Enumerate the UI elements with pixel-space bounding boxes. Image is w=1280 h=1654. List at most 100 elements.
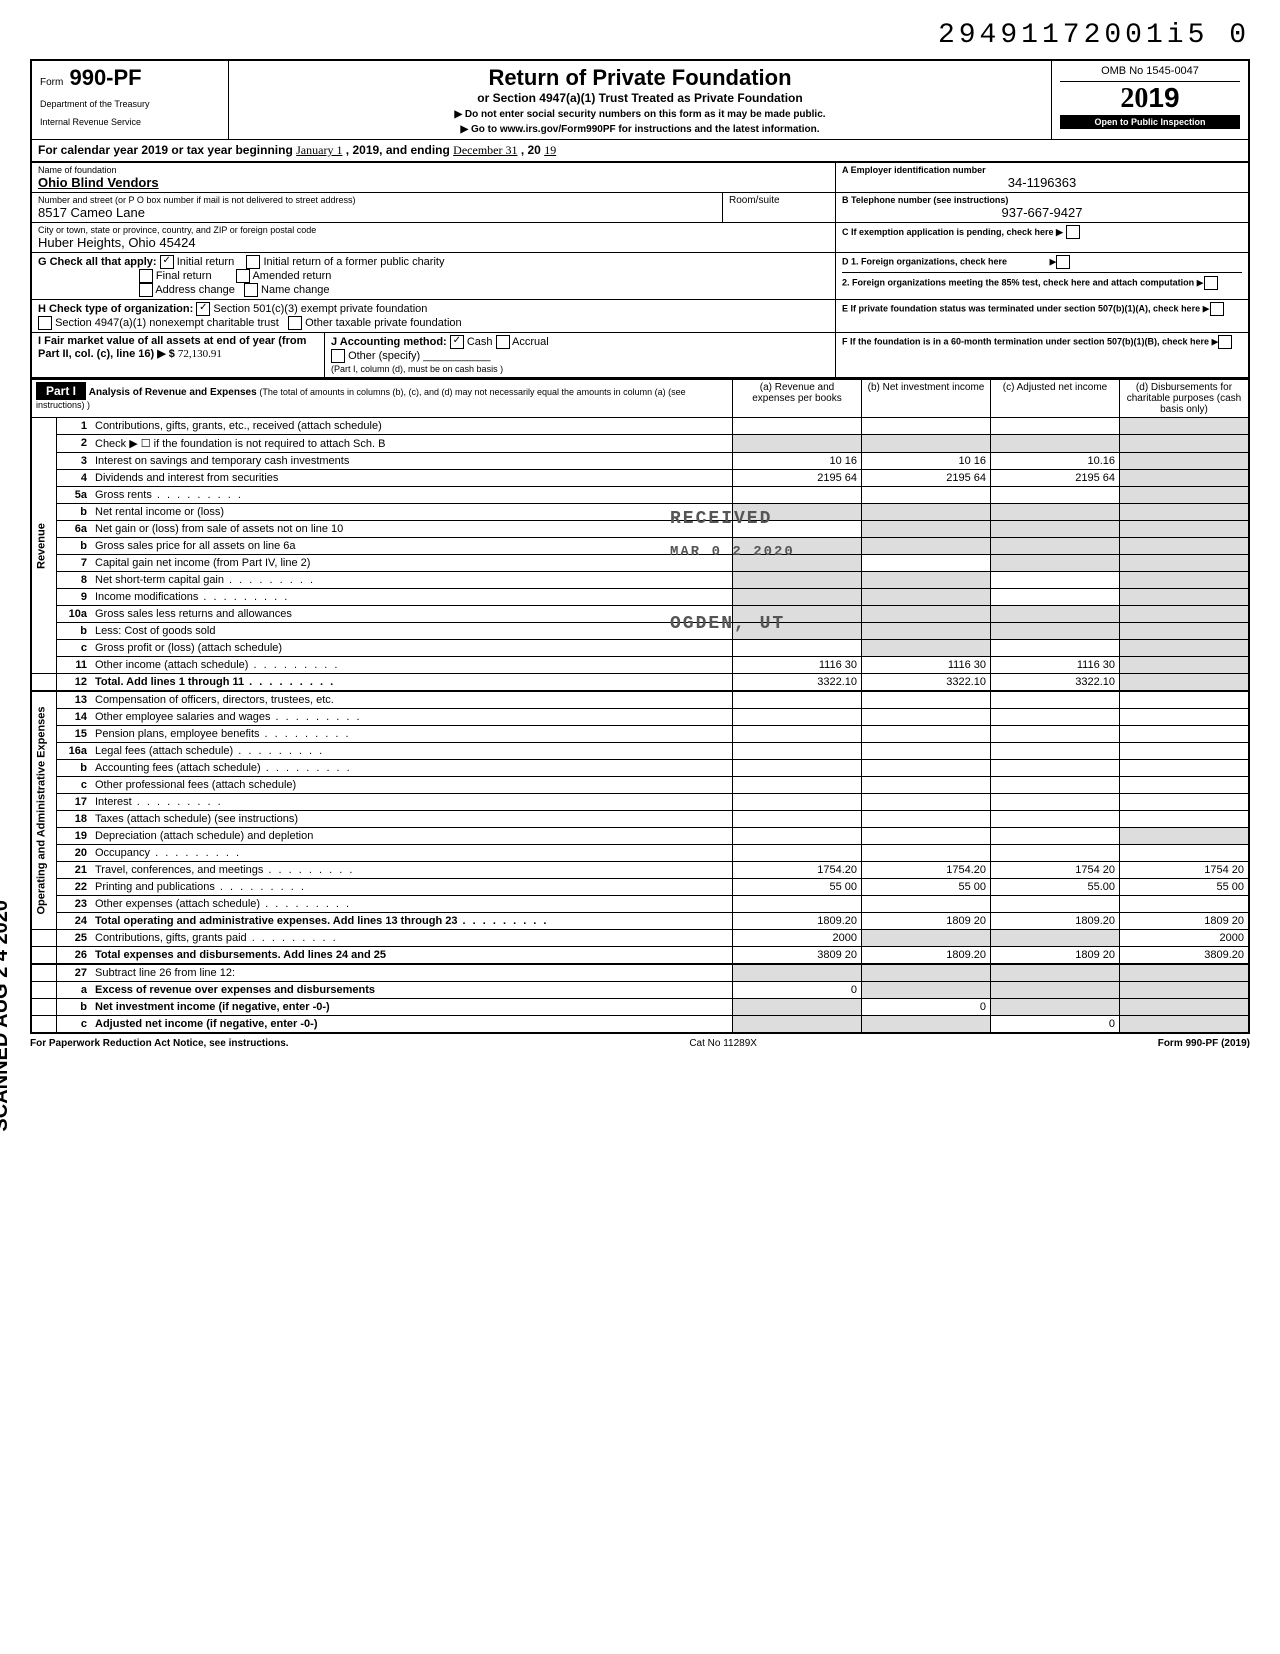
table-row: 11Other income (attach schedule)1116 301… (31, 657, 1249, 674)
d2-check[interactable] (1204, 276, 1218, 290)
check-other-tax[interactable] (288, 316, 302, 330)
row-desc: Less: Cost of goods sold (91, 623, 733, 640)
cell-a: 1754.20 (733, 862, 862, 879)
cell-b: 1809 20 (862, 913, 991, 930)
table-row: bNet investment income (if negative, ent… (31, 999, 1249, 1016)
row-desc: Taxes (attach schedule) (see instruction… (91, 811, 733, 828)
i-value: 72,130.91 (178, 348, 222, 360)
row-num: 1 (57, 418, 92, 435)
check-accrual[interactable] (496, 335, 510, 349)
cell-b: 1754.20 (862, 862, 991, 879)
form-header: Form 990-PF Department of the Treasury I… (30, 59, 1250, 139)
row-num: 11 (57, 657, 92, 674)
lbl-amended: Amended return (252, 270, 331, 282)
cell-a: 1809.20 (733, 913, 862, 930)
row-desc: Net gain or (loss) from sale of assets n… (91, 521, 733, 538)
check-initial-former[interactable] (246, 255, 260, 269)
footer-right: Form 990-PF (2019) (1158, 1038, 1250, 1049)
table-row: 18Taxes (attach schedule) (see instructi… (31, 811, 1249, 828)
row-num: 3 (57, 453, 92, 470)
row-num: 4 (57, 470, 92, 487)
row-num: b (57, 504, 92, 521)
row-num: b (57, 623, 92, 640)
check-amended[interactable] (236, 269, 250, 283)
city-value: Huber Heights, Ohio 45424 (38, 235, 829, 250)
e-check[interactable] (1210, 302, 1224, 316)
d1-check[interactable] (1056, 255, 1070, 269)
row-num: 25 (57, 930, 92, 947)
table-row: 23Other expenses (attach schedule) (31, 896, 1249, 913)
page-footer: For Paperwork Reduction Act Notice, see … (30, 1038, 1250, 1049)
cell-c: 1754 20 (991, 862, 1120, 879)
name-label: Name of foundation (38, 165, 829, 175)
cell-d: 2000 (1120, 930, 1250, 947)
table-row: 19Depreciation (attach schedule) and dep… (31, 828, 1249, 845)
row-num: 14 (57, 709, 92, 726)
phone-value: 937-667-9427 (842, 205, 1242, 220)
lbl-4947: Section 4947(a)(1) nonexempt charitable … (55, 317, 279, 329)
c-checkbox[interactable] (1066, 225, 1080, 239)
row-num: 9 (57, 589, 92, 606)
row-desc: Total expenses and disbursements. Add li… (91, 947, 733, 965)
row-num: 13 (57, 691, 92, 709)
row-desc: Occupancy (91, 845, 733, 862)
check-cash[interactable]: ✓ (450, 335, 464, 349)
row-desc: Gross sales price for all assets on line… (91, 538, 733, 555)
form-subtitle: or Section 4947(a)(1) Trust Treated as P… (237, 91, 1043, 105)
table-row: 5aGross rents (31, 487, 1249, 504)
form-number: 990-PF (69, 65, 141, 90)
check-4947[interactable] (38, 316, 52, 330)
row-desc: Adjusted net income (if negative, enter … (91, 1016, 733, 1034)
foundation-info-block: Name of foundation Ohio Blind Vendors A … (30, 163, 1250, 379)
ein-value: 34-1196363 (842, 175, 1242, 190)
row-desc: Net rental income or (loss) (91, 504, 733, 521)
check-initial[interactable]: ✓ (160, 255, 174, 269)
lbl-501c3: Section 501(c)(3) exempt private foundat… (213, 303, 427, 315)
check-final[interactable] (139, 269, 153, 283)
form-instr-1: ▶ Do not enter social security numbers o… (237, 109, 1043, 120)
opex-label: Operating and Administrative Expenses (31, 691, 57, 930)
row-num: 16a (57, 743, 92, 760)
room-label: Room/suite (723, 193, 836, 222)
row-desc: Other professional fees (attach schedule… (91, 777, 733, 794)
check-other-method[interactable] (331, 349, 345, 363)
lbl-name-change: Name change (261, 284, 330, 296)
f-check[interactable] (1218, 335, 1232, 349)
i-label: I Fair market value of all assets at end… (38, 335, 306, 360)
footer-left: For Paperwork Reduction Act Notice, see … (30, 1038, 289, 1049)
table-row: 16aLegal fees (attach schedule) (31, 743, 1249, 760)
table-row: cOther professional fees (attach schedul… (31, 777, 1249, 794)
row-desc: Total. Add lines 1 through 11 (91, 674, 733, 692)
table-row: 25Contributions, gifts, grants paid20002… (31, 930, 1249, 947)
c-label: C If exemption application is pending, c… (842, 227, 1063, 237)
row-desc: Check ▶ ☐ if the foundation is not requi… (91, 435, 733, 453)
row-num: c (57, 777, 92, 794)
check-501c3[interactable]: ✓ (196, 302, 210, 316)
check-addr-change[interactable] (139, 283, 153, 297)
form-instr-2: ▶ Go to www.irs.gov/Form990PF for instru… (237, 124, 1043, 135)
row-desc: Total operating and administrative expen… (91, 913, 733, 930)
cell-b: 1116 30 (862, 657, 991, 674)
d2-label: 2. Foreign organizations meeting the 85%… (842, 277, 1194, 287)
row-num: 17 (57, 794, 92, 811)
cell-a: 2000 (733, 930, 862, 947)
row-num: 19 (57, 828, 92, 845)
cell-c: 2195 64 (991, 470, 1120, 487)
table-row: Operating and Administrative Expenses 13… (31, 691, 1249, 709)
row-num: c (57, 640, 92, 657)
table-row: 6aNet gain or (loss) from sale of assets… (31, 521, 1249, 538)
row-desc: Income modifications (91, 589, 733, 606)
cell-b: 0 (862, 999, 991, 1016)
lbl-accrual: Accrual (512, 336, 549, 348)
table-row: 17Interest (31, 794, 1249, 811)
part1-table: Part I Analysis of Revenue and Expenses … (30, 379, 1250, 1034)
row-desc: Interest on savings and temporary cash i… (91, 453, 733, 470)
check-name-change[interactable] (244, 283, 258, 297)
calyear-end: December 31 (453, 143, 517, 157)
row-desc: Interest (91, 794, 733, 811)
row-desc: Net short-term capital gain (91, 572, 733, 589)
table-row: 21Travel, conferences, and meetings1754.… (31, 862, 1249, 879)
form-title: Return of Private Foundation (237, 65, 1043, 91)
row-desc: Capital gain net income (from Part IV, l… (91, 555, 733, 572)
stamp-scanned: SCANNED AUG 2 4 2020 (0, 900, 13, 1132)
